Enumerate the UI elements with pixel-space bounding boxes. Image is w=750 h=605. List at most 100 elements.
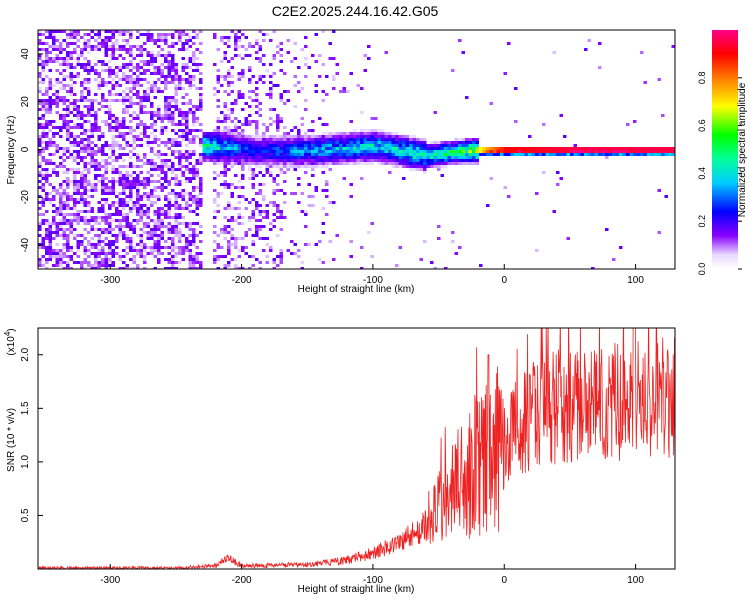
heatmap-cell (559, 147, 563, 150)
heatmap-cell (118, 93, 122, 96)
heatmap-cell (73, 186, 77, 189)
heatmap-cell (101, 99, 105, 102)
heatmap-cell (255, 42, 259, 45)
heatmap-cell (388, 156, 392, 159)
heatmap-cell (311, 195, 315, 198)
heatmap-cell (332, 153, 336, 156)
heatmap-cell (321, 171, 325, 174)
heatmap-cell (146, 210, 150, 213)
heatmap-cell (360, 159, 364, 162)
heatmap-cell (45, 123, 49, 126)
heatmap-cell (307, 153, 311, 156)
heatmap-cell (664, 147, 668, 150)
heatmap-cell (258, 210, 262, 213)
heatmap-cell (321, 123, 325, 126)
heatmap-cell (433, 159, 437, 162)
heatmap-cell (104, 36, 108, 39)
heatmap-cell (234, 237, 238, 240)
heatmap-cell (433, 165, 437, 168)
heatmap-cell (199, 180, 203, 183)
heatmap-cell (241, 237, 245, 240)
heatmap-cell (38, 63, 42, 66)
heatmap-cell (342, 162, 346, 165)
heatmap-cell (45, 228, 49, 231)
heatmap-cell (209, 150, 213, 153)
heatmap-cell (80, 51, 84, 54)
heatmap-cell (181, 156, 185, 159)
heatmap-cell (160, 246, 164, 249)
heatmap-cell (472, 144, 476, 147)
heatmap-cell (153, 195, 157, 198)
heatmap-cell (367, 135, 371, 138)
heatmap-cell (150, 150, 154, 153)
heatmap-cell (346, 150, 350, 153)
heatmap-cell (405, 162, 409, 165)
heatmap-cell (164, 165, 168, 168)
heatmap-cell (409, 141, 413, 144)
heatmap-cell (174, 204, 178, 207)
heatmap-cell (73, 42, 77, 45)
heatmap-cell (342, 141, 346, 144)
heatmap-cell (146, 225, 150, 228)
heatmap-cell (87, 153, 91, 156)
heatmap-cell (192, 141, 196, 144)
heatmap-cell (325, 93, 329, 96)
heatmap-cell (48, 78, 52, 81)
heatmap-cell (286, 162, 290, 165)
heatmap-cell (83, 201, 87, 204)
heatmap-cell (153, 186, 157, 189)
heatmap-cell (346, 162, 350, 165)
heatmap-cell (188, 255, 192, 258)
heatmap-cell (213, 162, 217, 165)
heatmap-cell (276, 123, 280, 126)
heatmap-cell (104, 111, 108, 114)
heatmap-cell (409, 144, 413, 147)
heatmap-cell (115, 240, 119, 243)
heatmap-cell (314, 135, 318, 138)
heatmap-cell (160, 165, 164, 168)
heatmap-cell (437, 165, 441, 168)
heatmap-cell (111, 72, 115, 75)
heatmap-cell (346, 90, 350, 93)
heatmap-cell (272, 189, 276, 192)
heatmap-cell (55, 48, 59, 51)
heatmap-cell (472, 147, 476, 150)
heatmap-cell (332, 141, 336, 144)
heatmap-cell (55, 192, 59, 195)
heatmap-cell (125, 78, 129, 81)
heatmap-cell (62, 246, 66, 249)
heatmap-cell (447, 147, 451, 150)
heatmap-cell (276, 162, 280, 165)
heatmap-cell (241, 33, 245, 36)
heatmap-cell (342, 150, 346, 153)
heatmap-cell (234, 144, 238, 147)
heatmap-cell (59, 261, 63, 264)
heatmap-cell (139, 204, 143, 207)
heatmap-cell (223, 51, 227, 54)
heatmap-cell (45, 219, 49, 222)
heatmap-cell (101, 144, 105, 147)
heatmap-cell (164, 33, 168, 36)
heatmap-cell (360, 150, 364, 153)
heatmap-cell (143, 153, 147, 156)
heatmap-cell (167, 237, 171, 240)
heatmap-cell (517, 147, 521, 150)
heatmap-cell (178, 114, 182, 117)
heatmap-cell (213, 231, 217, 234)
heatmap-cell (38, 213, 42, 216)
heatmap-cell (311, 129, 315, 132)
heatmap-cell (244, 207, 248, 210)
heatmap-cell (283, 192, 287, 195)
heatmap-cell (244, 234, 248, 237)
heatmap-cell (178, 234, 182, 237)
heatmap-cell (255, 120, 259, 123)
heatmap-cell (52, 249, 56, 252)
heatmap-cell (216, 255, 220, 258)
heatmap-cell (38, 81, 42, 84)
heatmap-cell (104, 213, 108, 216)
heatmap-cell (237, 144, 241, 147)
heatmap-cell (199, 30, 203, 33)
heatmap-cell (66, 36, 70, 39)
heatmap-cell (472, 156, 476, 159)
heatmap-cell (248, 228, 252, 231)
